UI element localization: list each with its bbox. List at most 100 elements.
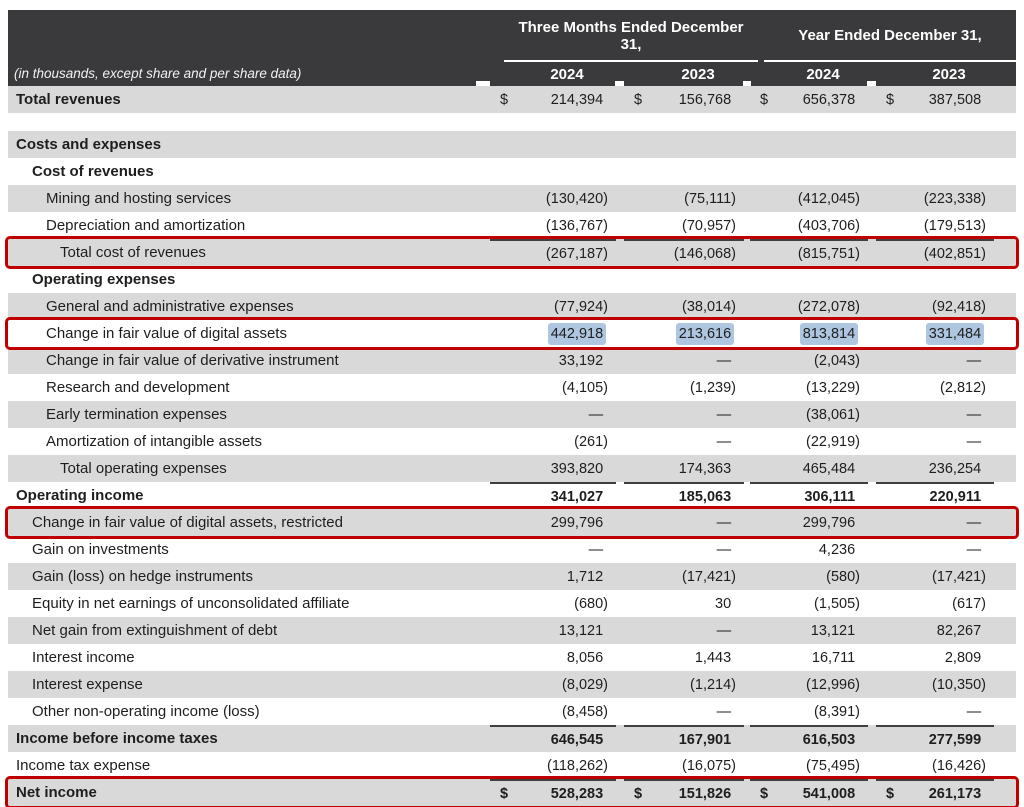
value-cell <box>624 158 744 185</box>
value: 4,236 <box>818 541 856 558</box>
row-label: Income before income taxes <box>16 730 218 747</box>
value-cell: 306,111) <box>750 482 868 509</box>
table-row: Change in fair value of derivative instr… <box>8 347 1016 374</box>
value: 30 <box>715 595 732 612</box>
value-cell: —) <box>624 401 744 428</box>
value-cell: $656,378) <box>750 86 868 113</box>
value: 1,712 <box>566 568 604 585</box>
value-cell: —) <box>490 401 616 428</box>
value: 541,008 <box>802 785 856 802</box>
value: 299,796 <box>550 514 604 531</box>
value: (8,458) <box>562 703 608 720</box>
value-cell: $156,768) <box>624 86 744 113</box>
value: (223,338) <box>923 190 986 207</box>
value: (118,262) <box>547 757 608 774</box>
value: (12,996) <box>805 676 860 693</box>
value-cell <box>876 158 994 185</box>
value: 465,484 <box>802 460 856 477</box>
value-cell: (146,068) <box>624 239 744 266</box>
value: (13,229) <box>805 379 860 396</box>
value: 151,826 <box>678 785 732 802</box>
value-cell: (118,262) <box>490 752 616 779</box>
value: 646,545 <box>550 731 604 748</box>
value-cell: $528,283) <box>490 779 616 806</box>
value: (17,421) <box>681 568 736 585</box>
year-header-fy-2024: 2024 <box>806 65 840 83</box>
row-label: Mining and hosting services <box>46 190 232 207</box>
row-label: Operating expenses <box>32 271 176 288</box>
value-cell: (1,239) <box>624 374 744 401</box>
value-cell: 2,809) <box>876 644 994 671</box>
value-cell: (2,043) <box>750 347 868 374</box>
value-cell: (680) <box>490 590 616 617</box>
value-cell: 16,711) <box>750 644 868 671</box>
value-cell: 30) <box>624 590 744 617</box>
value-cell: 82,267) <box>876 617 994 644</box>
row-label: Income tax expense <box>16 757 151 774</box>
value: (38,061) <box>805 406 860 423</box>
row-label: Depreciation and amortization <box>46 217 246 234</box>
value: (1,214) <box>690 676 736 693</box>
value: (272,078) <box>797 298 860 315</box>
value-cell: $261,173) <box>876 779 994 806</box>
value: (1,239) <box>690 379 736 396</box>
value: 16,711 <box>811 649 856 666</box>
table-row: Operating income 341,027) 185,063)306,111)… <box>8 482 1016 509</box>
value: 13,121 <box>810 622 856 639</box>
row-label: Total operating expenses <box>60 460 227 477</box>
row-label: Gain on investments <box>32 541 169 558</box>
value-cell <box>750 158 868 185</box>
value: (77,924) <box>553 298 608 315</box>
value-cell: (402,851) <box>876 239 994 266</box>
value: (136,767) <box>545 217 608 234</box>
table-row: Equity in net earnings of unconsolidated… <box>8 590 1016 617</box>
value-cell: —) <box>624 428 744 455</box>
table-row: Cost of revenues <box>8 158 1016 185</box>
value-cell: (75,111) <box>624 185 744 212</box>
value-cell: $387,508) <box>876 86 994 113</box>
value-cell: (267,187) <box>490 239 616 266</box>
value-cell: (261) <box>490 428 616 455</box>
dollar-sign: $ <box>760 91 769 108</box>
table-row: Gain (loss) on hedge instruments 1,712) (1… <box>8 563 1016 590</box>
value: — <box>966 541 982 558</box>
value-cell: (8,391) <box>750 698 868 725</box>
table-row: Income tax expense (118,262) (16,075) (75,4… <box>8 752 1016 779</box>
value-cell: (16,426) <box>876 752 994 779</box>
value: 261,173 <box>928 785 982 802</box>
value-cell: 393,820) <box>490 455 616 482</box>
value-cell: (38,061) <box>750 401 868 428</box>
table-row: Interest expense (8,029) (1,214) (12,996) (1… <box>8 671 1016 698</box>
value-cell: (92,418) <box>876 293 994 320</box>
value-cell: —) <box>876 509 994 536</box>
value-cell: 646,545) <box>490 725 616 752</box>
value-cell: 616,503) <box>750 725 868 752</box>
value: 156,768 <box>678 91 732 108</box>
value: — <box>716 541 732 558</box>
value: 299,796 <box>802 514 856 531</box>
value-cell: (136,767) <box>490 212 616 239</box>
value-cell: 174,363) <box>624 455 744 482</box>
value: — <box>966 352 982 369</box>
value: (179,513) <box>923 217 986 234</box>
table-row: Operating expenses <box>8 266 1016 293</box>
value-cell: (1,505) <box>750 590 868 617</box>
value-cell: 341,027) <box>490 482 616 509</box>
value-cell: 1,712) <box>490 563 616 590</box>
value-highlighted: 213,616 <box>678 325 732 342</box>
value-cell: —) <box>624 347 744 374</box>
table-row-annotated: Total cost of revenues (267,187) (146,068)… <box>5 236 1019 269</box>
value-cell: (16,075) <box>624 752 744 779</box>
table-row: Total revenues$214,394)$156,768)$656,378… <box>8 86 1016 113</box>
value-cell: 13,121) <box>750 617 868 644</box>
table-row: Depreciation and amortization (136,767) (7… <box>8 212 1016 239</box>
value-cell: 1,443) <box>624 644 744 671</box>
value-cell: (17,421) <box>624 563 744 590</box>
table-row: Other non-operating income (loss) (8,458)… <box>8 698 1016 725</box>
header-column-gap <box>615 81 624 86</box>
value: — <box>588 406 604 423</box>
row-label: Interest expense <box>32 676 143 693</box>
value: (8,391) <box>814 703 860 720</box>
value: 13,121 <box>558 622 604 639</box>
value-cell: 236,254) <box>876 455 994 482</box>
